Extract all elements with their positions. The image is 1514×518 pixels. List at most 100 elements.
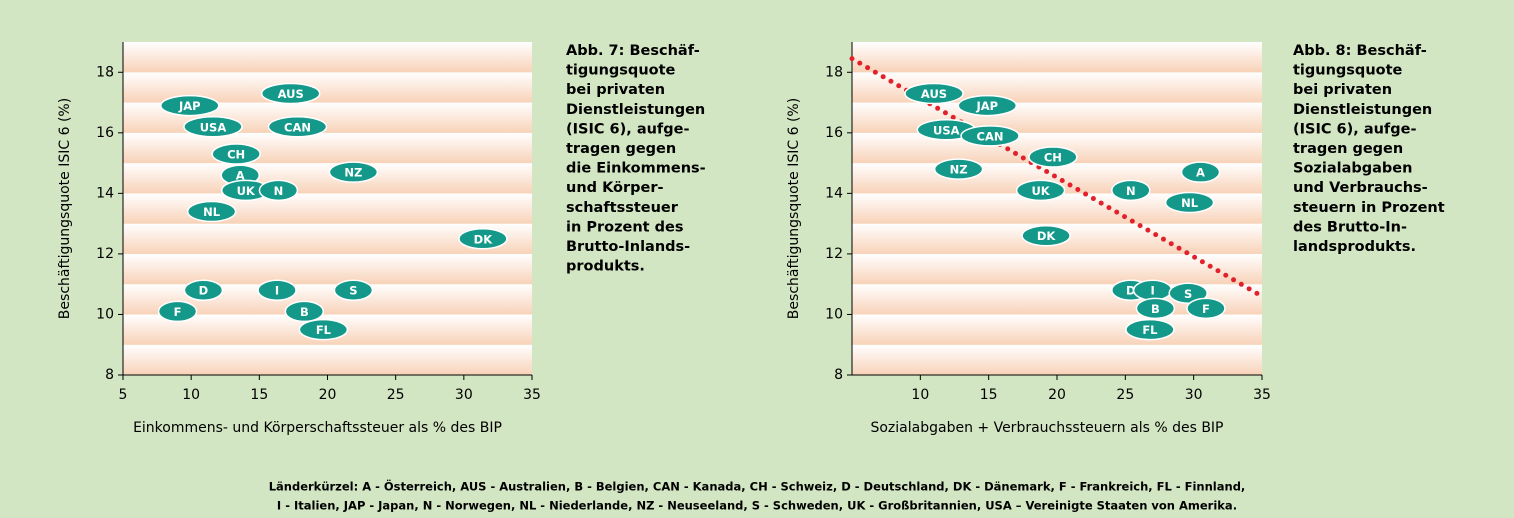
data-point [257, 279, 297, 301]
data-point [1168, 282, 1208, 305]
x-tick-label: 5 [119, 387, 128, 403]
x-tick-label: 25 [387, 387, 405, 403]
caption-line: (ISIC 6), aufge- [1293, 121, 1416, 137]
point-label: NZ [344, 166, 362, 180]
caption-line: schaftssteuer [566, 200, 679, 216]
plot: 8 10 12 14 16 18 10 15 20 25 30 35 Sozialabgaben + V… [786, 42, 1445, 436]
point-label: I [275, 284, 279, 298]
point-label: B [1151, 302, 1160, 316]
x-tick-label: 20 [1048, 387, 1066, 403]
data-point [183, 116, 243, 138]
x-tick-label: 30 [1185, 387, 1203, 403]
point-label: AUS [278, 87, 304, 101]
point-label: I [1151, 284, 1155, 298]
plot-stripe [852, 253, 1262, 285]
point-label: AUS [921, 87, 947, 101]
data-point [1164, 191, 1215, 214]
point-label: CAN [284, 120, 311, 134]
plot-stripe [123, 253, 532, 285]
point-label: USA [933, 123, 960, 137]
y-tick-label: 10 [96, 306, 114, 322]
x-tick-label: 35 [1253, 387, 1271, 403]
data-point [1015, 179, 1066, 202]
caption-line: (ISIC 6), aufge- [566, 121, 689, 137]
y-tick-label: 16 [825, 125, 843, 141]
point-label: NL [203, 205, 221, 219]
x-tick-label: 10 [911, 387, 929, 403]
plot-stripe [123, 193, 532, 224]
plot-stripe [852, 314, 1262, 345]
y-tick-label: 8 [834, 367, 843, 383]
point-label: S [1184, 287, 1192, 301]
point-label: CH [227, 148, 245, 162]
caption-line: landsprodukts. [1293, 239, 1416, 255]
y-tick-label: 16 [96, 125, 114, 141]
x-axis-label: Sozialabgaben + Verbrauchssteuern als % … [870, 420, 1223, 436]
footer-line: I - Italien, JAP - Japan, N - Norwegen, … [277, 499, 1237, 513]
caption-line: Sozialabgaben [1293, 161, 1412, 177]
data-point [1180, 161, 1221, 183]
data-point [183, 279, 224, 301]
caption-line: steuern in Prozent [1293, 200, 1445, 216]
plot-stripe [123, 163, 532, 194]
data-point [211, 143, 261, 165]
point-label: CAN [977, 129, 1004, 143]
data-point [157, 300, 198, 323]
x-tick-label: 35 [523, 387, 541, 403]
point-label: JAP [178, 99, 201, 113]
point-label: DK [1037, 229, 1057, 243]
data-point [904, 82, 964, 105]
caption-line: tragen gegen [1293, 141, 1403, 157]
point-label: F [174, 305, 182, 319]
point-label: USA [200, 120, 227, 134]
data-point [960, 125, 1020, 147]
y-tick-label: 18 [825, 64, 843, 80]
data-point [284, 300, 325, 323]
y-tick-label: 12 [825, 246, 843, 262]
point-label: FL [316, 323, 332, 337]
plot-stripe [123, 344, 532, 375]
caption-line: tigungsquote [566, 63, 676, 79]
plot-stripe [123, 132, 532, 164]
plot-stripe [852, 102, 1262, 133]
caption-line: Abb. 8: Beschäf- [1293, 43, 1427, 59]
x-tick-label: 25 [1116, 387, 1134, 403]
plot-stripe [852, 42, 1262, 73]
data-point [957, 94, 1018, 117]
data-point [1111, 179, 1151, 202]
y-axis-label: Beschäftigungsquote ISIC 6 (%) [57, 98, 73, 319]
caption-line: Abb. 7: Beschäf- [566, 43, 700, 59]
y-tick-label: 14 [825, 185, 843, 201]
x-axis-label: Einkommens- und Körperschaftssteuer als … [133, 420, 502, 436]
point-label: N [1126, 184, 1136, 198]
data-point [328, 161, 379, 183]
point-label: NL [1181, 196, 1199, 210]
data-point [1125, 318, 1175, 341]
caption-line: Brutto-Inlands- [566, 239, 690, 255]
data-point [260, 82, 321, 105]
y-tick-label: 12 [96, 246, 114, 262]
data-point [333, 279, 374, 301]
point-label: B [300, 305, 309, 319]
data-point [267, 116, 328, 138]
data-point [1021, 224, 1071, 247]
x-tick-label: 30 [455, 387, 473, 403]
caption-line: Dienstleistungen [566, 102, 705, 118]
caption-line: tragen gegen [566, 141, 676, 157]
point-label: CH [1044, 151, 1062, 165]
y-tick-label: 10 [825, 306, 843, 322]
point-label: A [1196, 166, 1205, 180]
point-label: N [274, 184, 284, 198]
caption-line: bei privaten [1293, 82, 1392, 98]
point-label: D [199, 284, 209, 298]
y-tick-label: 18 [96, 64, 114, 80]
data-point [258, 179, 299, 202]
data-point [1186, 297, 1226, 320]
point-label: UK [1031, 184, 1050, 198]
caption-line: bei privaten [566, 82, 665, 98]
point-label: A [236, 169, 245, 183]
plot-stripe [852, 344, 1262, 375]
x-tick-label: 15 [250, 387, 268, 403]
caption-line: und Körper- [566, 180, 664, 196]
caption-line: produkts. [566, 259, 645, 275]
